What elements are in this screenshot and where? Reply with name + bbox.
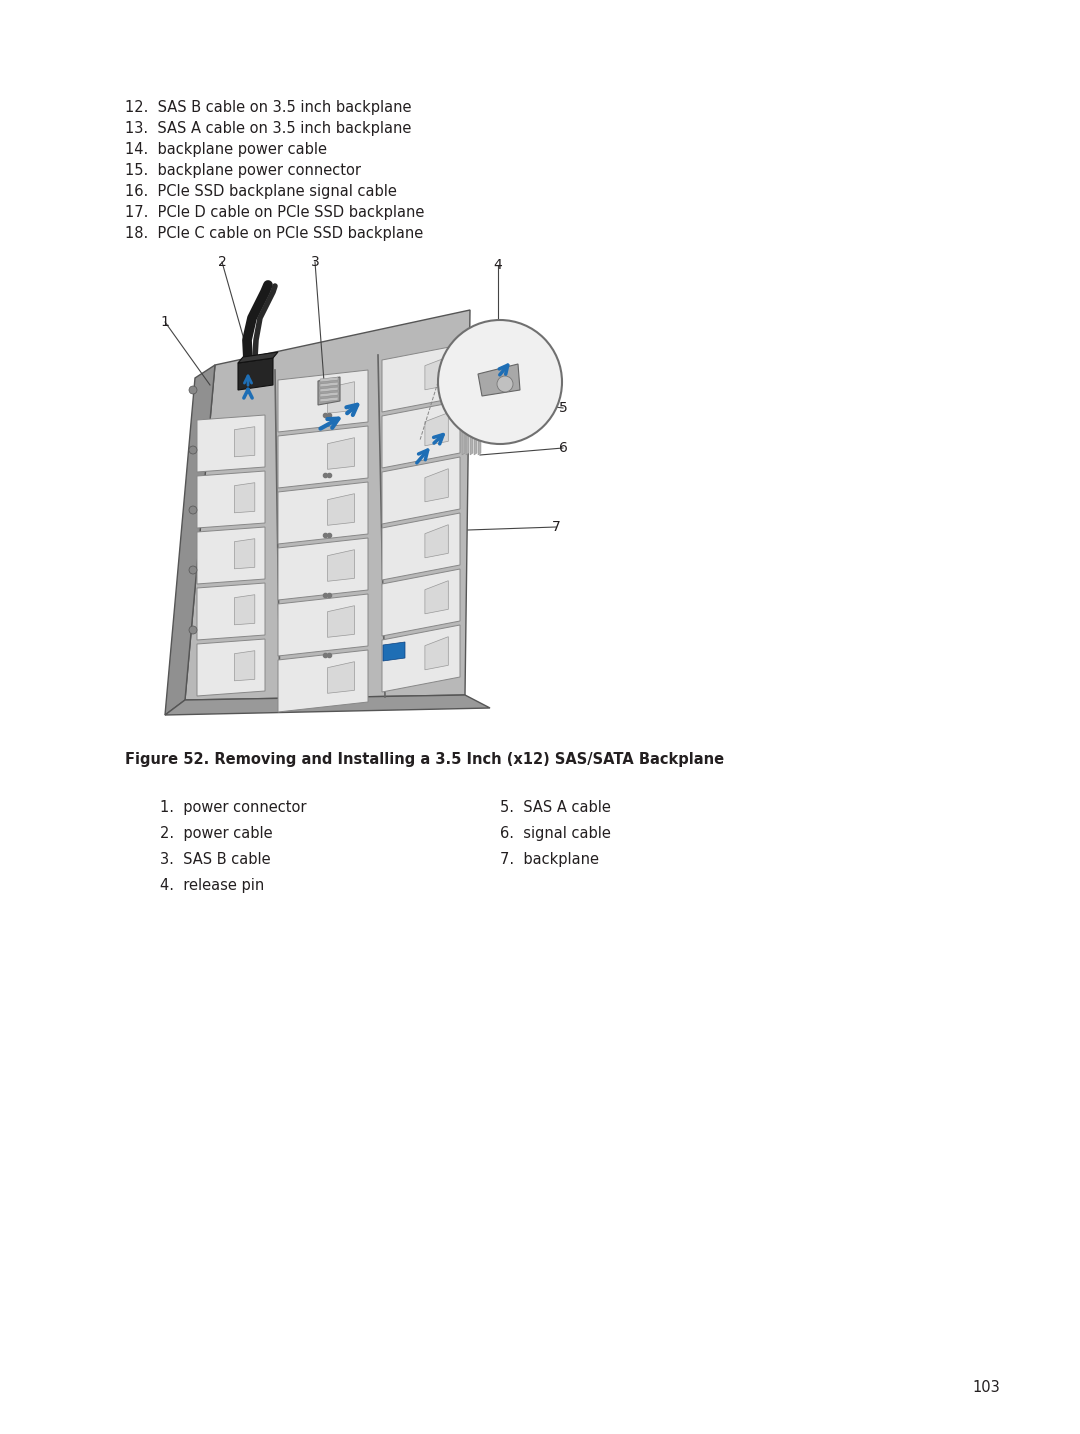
Polygon shape — [234, 651, 255, 681]
Text: 14.  backplane power cable: 14. backplane power cable — [125, 142, 327, 156]
Polygon shape — [197, 528, 265, 584]
Text: 4: 4 — [494, 258, 502, 272]
Polygon shape — [474, 430, 477, 455]
Polygon shape — [383, 642, 405, 661]
Polygon shape — [234, 539, 255, 569]
Circle shape — [497, 376, 513, 391]
Polygon shape — [238, 358, 273, 390]
Polygon shape — [424, 581, 448, 614]
Text: Figure 52. Removing and Installing a 3.5 Inch (x12) SAS/SATA Backplane: Figure 52. Removing and Installing a 3.5… — [125, 751, 724, 767]
Text: 18.  PCIe C cable on PCIe SSD backplane: 18. PCIe C cable on PCIe SSD backplane — [125, 227, 423, 241]
Polygon shape — [424, 413, 448, 446]
Polygon shape — [278, 370, 368, 432]
Text: 6: 6 — [558, 442, 567, 455]
Polygon shape — [465, 430, 469, 455]
Polygon shape — [278, 650, 368, 713]
Polygon shape — [278, 594, 368, 655]
Polygon shape — [278, 482, 368, 543]
Text: 3.  SAS B cable: 3. SAS B cable — [160, 852, 271, 868]
Polygon shape — [320, 397, 338, 402]
Text: 13.  SAS A cable on 3.5 inch backplane: 13. SAS A cable on 3.5 inch backplane — [125, 120, 411, 136]
Polygon shape — [197, 584, 265, 640]
Text: 2.  power cable: 2. power cable — [160, 826, 272, 840]
Polygon shape — [278, 538, 368, 599]
Text: 12.  SAS B cable on 3.5 inch backplane: 12. SAS B cable on 3.5 inch backplane — [125, 100, 411, 115]
Polygon shape — [382, 569, 460, 637]
Polygon shape — [382, 402, 460, 467]
Polygon shape — [320, 377, 338, 381]
Circle shape — [189, 386, 197, 394]
Polygon shape — [478, 364, 519, 396]
Polygon shape — [327, 549, 354, 581]
Circle shape — [189, 627, 197, 634]
Text: 7: 7 — [552, 521, 561, 533]
Polygon shape — [382, 625, 460, 693]
Circle shape — [189, 446, 197, 455]
Polygon shape — [320, 387, 338, 391]
Text: 5: 5 — [558, 402, 567, 414]
Text: 15.  backplane power connector: 15. backplane power connector — [125, 163, 361, 178]
Text: 7.  backplane: 7. backplane — [500, 852, 599, 868]
Polygon shape — [197, 640, 265, 695]
Polygon shape — [327, 661, 354, 693]
Text: 1: 1 — [161, 315, 170, 328]
Text: 3: 3 — [311, 255, 320, 270]
Polygon shape — [382, 346, 460, 412]
Polygon shape — [462, 430, 465, 455]
Text: 16.  PCIe SSD backplane signal cable: 16. PCIe SSD backplane signal cable — [125, 184, 396, 199]
Polygon shape — [382, 457, 460, 523]
Polygon shape — [424, 469, 448, 502]
Polygon shape — [318, 377, 340, 404]
Polygon shape — [185, 310, 470, 700]
Circle shape — [189, 566, 197, 574]
Polygon shape — [320, 391, 338, 397]
Polygon shape — [320, 381, 338, 387]
Polygon shape — [424, 357, 448, 390]
Text: 1.  power connector: 1. power connector — [160, 800, 307, 815]
Polygon shape — [197, 414, 265, 472]
Polygon shape — [234, 483, 255, 513]
Polygon shape — [424, 525, 448, 558]
Polygon shape — [165, 366, 215, 716]
Polygon shape — [278, 426, 368, 488]
Text: 103: 103 — [972, 1380, 1000, 1395]
Polygon shape — [470, 430, 473, 455]
Text: 17.  PCIe D cable on PCIe SSD backplane: 17. PCIe D cable on PCIe SSD backplane — [125, 205, 424, 219]
Circle shape — [189, 506, 197, 513]
Polygon shape — [424, 637, 448, 670]
Polygon shape — [165, 695, 490, 716]
Polygon shape — [327, 605, 354, 637]
Circle shape — [438, 320, 562, 445]
Polygon shape — [234, 427, 255, 457]
Polygon shape — [327, 437, 354, 469]
Polygon shape — [478, 430, 481, 455]
Polygon shape — [327, 493, 354, 525]
Polygon shape — [238, 351, 278, 363]
Text: 5.  SAS A cable: 5. SAS A cable — [500, 800, 611, 815]
Polygon shape — [197, 470, 265, 528]
Text: 6.  signal cable: 6. signal cable — [500, 826, 611, 840]
Text: 4.  release pin: 4. release pin — [160, 878, 265, 893]
Text: 2: 2 — [218, 255, 227, 270]
Polygon shape — [327, 381, 354, 413]
Polygon shape — [382, 513, 460, 579]
Polygon shape — [234, 595, 255, 625]
